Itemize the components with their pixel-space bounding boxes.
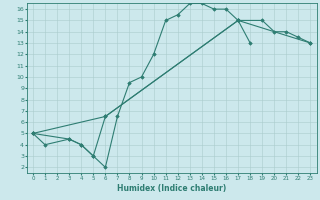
X-axis label: Humidex (Indice chaleur): Humidex (Indice chaleur)	[117, 184, 226, 193]
